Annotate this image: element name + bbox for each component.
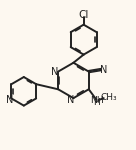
Text: CH₃: CH₃ [100,93,117,102]
Text: N: N [51,67,58,77]
Text: Cl: Cl [79,11,89,20]
Text: N: N [67,95,74,105]
Text: N: N [100,64,107,75]
Text: H: H [94,98,100,107]
Text: NH: NH [90,96,104,105]
Text: N: N [6,95,13,105]
